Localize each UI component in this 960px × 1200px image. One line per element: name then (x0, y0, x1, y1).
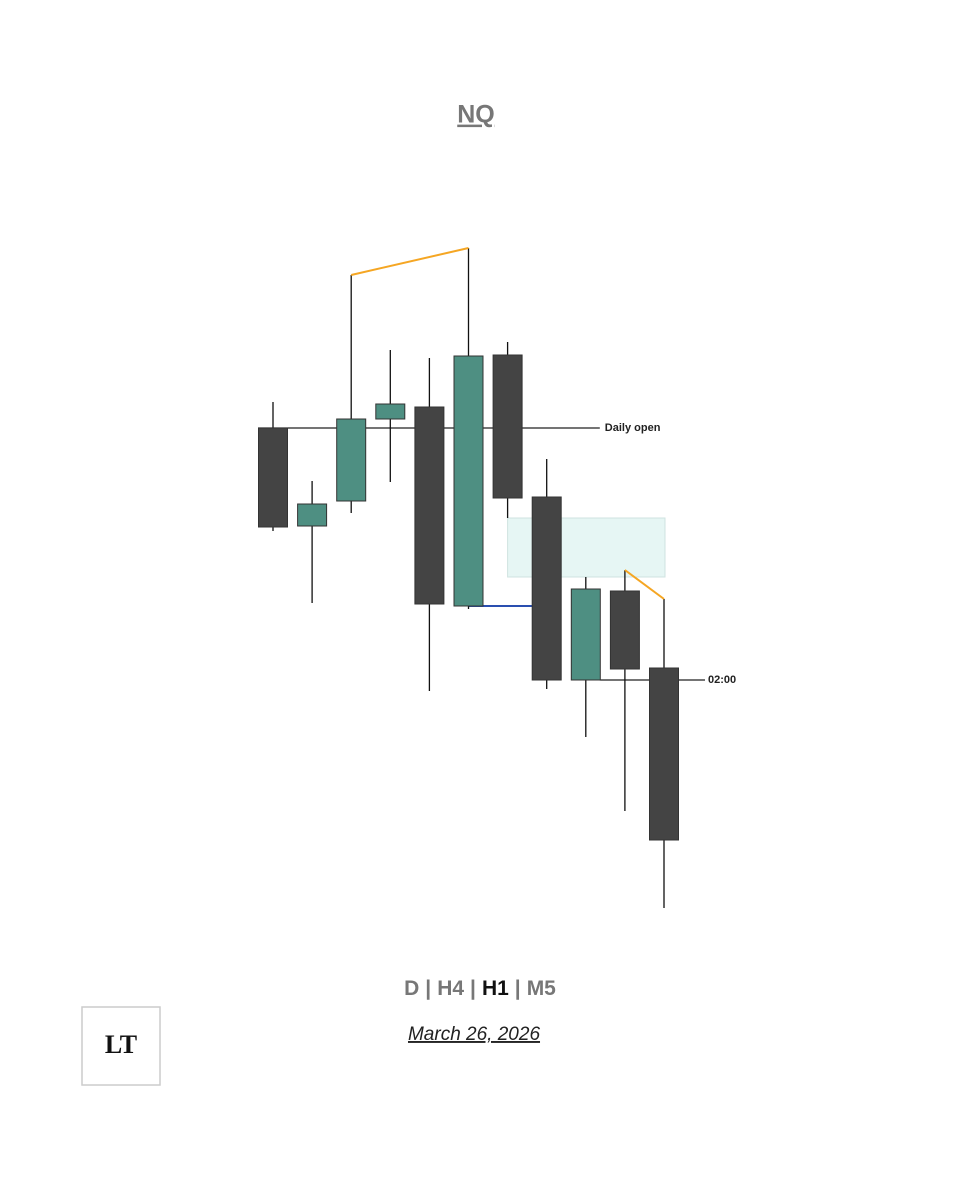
chart-title: NQ (457, 101, 495, 129)
timeframe: H4 (437, 977, 464, 1000)
candle-body (492, 354, 523, 499)
timeframe: H1 (482, 977, 509, 1000)
candle-body (531, 496, 562, 681)
timeframe: M5 (527, 977, 556, 1000)
candle-body (570, 588, 601, 681)
candle-body (609, 590, 640, 670)
candle-body (453, 355, 484, 607)
level-label: 02:00 (708, 674, 736, 686)
candle-body (258, 427, 288, 528)
separator: | (515, 977, 521, 1000)
separator: | (470, 977, 476, 1000)
swing-line (624, 569, 665, 600)
candle-body (297, 503, 328, 527)
swing-line (350, 247, 469, 276)
separator: | (425, 977, 431, 1000)
date: March 26, 2026 (408, 1024, 540, 1045)
candle-body (414, 406, 445, 605)
timeframes: D | H4 | H1 | M5 (404, 977, 556, 1000)
logo-box (81, 1006, 161, 1086)
level-label: Daily open (605, 422, 661, 434)
timeframe: D (404, 977, 419, 1000)
logo: LT (105, 1030, 137, 1059)
candle-body (649, 667, 679, 841)
candle-body (375, 403, 406, 420)
candle-body (336, 418, 367, 502)
zone (507, 517, 666, 578)
